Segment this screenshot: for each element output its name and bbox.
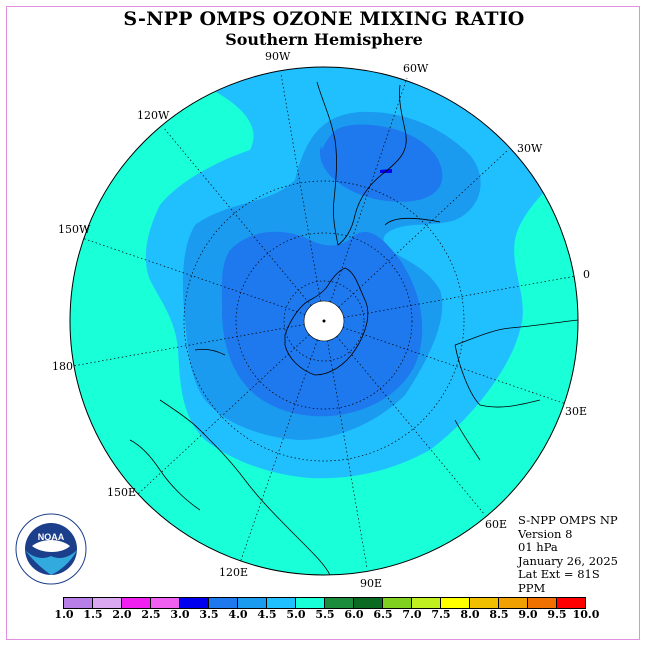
colorbar-tick-label: 7.0: [402, 608, 422, 621]
lon-label-90w: 90W: [265, 50, 291, 63]
logo-text: NOAA: [38, 532, 65, 542]
lon-label-60w: 60W: [403, 62, 429, 75]
colorbar-swatch: [412, 598, 441, 608]
lon-label-0: 0: [583, 268, 590, 281]
colorbar-swatch: [180, 598, 209, 608]
colorbar-tick-label: 4.5: [257, 608, 277, 621]
colorbar-tick-label: 8.0: [460, 608, 480, 621]
info-line-version: Version 8: [518, 526, 573, 541]
lon-label-30w: 30W: [517, 142, 543, 155]
lon-label-150w: 150W: [58, 223, 91, 236]
colorbar-swatch: [122, 598, 151, 608]
main-title: S-NPP OMPS OZONE MIXING RATIO: [123, 8, 525, 30]
lon-label-120w: 120W: [137, 109, 170, 122]
colorbar-tick-label: 1.5: [83, 608, 103, 621]
colorbar-swatch: [499, 598, 528, 608]
colorbar-tick-label: 2.5: [141, 608, 161, 621]
colorbar-tick-label: 3.0: [170, 608, 190, 621]
colorbar-swatch: [354, 598, 383, 608]
colorbar-swatch: [209, 598, 238, 608]
colorbar-swatch: [238, 598, 267, 608]
colorbar-tick-label: 7.5: [431, 608, 451, 621]
colorbar-swatch: [267, 598, 296, 608]
info-line-instrument: S-NPP OMPS NP: [518, 513, 618, 527]
colorbar-tick-label: 2.0: [112, 608, 132, 621]
coastlines: [129, 81, 579, 576]
info-line-date: January 26, 2025: [518, 553, 618, 568]
colorbar-tick-label: 6.5: [373, 608, 393, 621]
colorbar-swatch: [325, 598, 354, 608]
colorbar-swatch: [151, 598, 180, 608]
colorbar-tick-label: 5.0: [286, 608, 306, 621]
colorbar-swatch: [528, 598, 557, 608]
lon-label-150e: 150E: [107, 486, 137, 499]
subtitle: Southern Hemisphere: [225, 30, 423, 49]
lon-label-180: 180: [52, 360, 73, 373]
graticule: [72, 73, 577, 569]
colorbar-swatch: [64, 598, 93, 608]
colorbar-tick-label: 3.5: [199, 608, 219, 621]
lon-label-120e: 120E: [219, 566, 249, 579]
colorbar-swatch: [441, 598, 470, 608]
info-block: S-NPP OMPS NP Version 8 01 hPa January 2…: [518, 513, 618, 595]
colorbar-tick-label: 1.0: [54, 608, 74, 621]
map-boundary: [69, 66, 579, 576]
lon-label-30e: 30E: [565, 405, 588, 418]
colorbar-tick-label: 5.5: [315, 608, 335, 621]
lon-label-90e: 90E: [360, 577, 383, 590]
info-line-pressure: 01 hPa: [518, 540, 558, 554]
figure-frame: [6, 6, 640, 640]
colorbar-tick-label: 9.5: [547, 608, 567, 621]
colorbar-swatch: [383, 598, 412, 608]
contour-3.5-4.0-inner: [320, 112, 360, 150]
colorbar-tick-label: 8.5: [489, 608, 509, 621]
colorbar: [63, 597, 586, 609]
info-line-latext: Lat Ext = 81S: [518, 567, 600, 581]
colorbar-tick-label: 10.0: [572, 608, 600, 621]
colorbar-swatch: [470, 598, 499, 608]
colorbar-swatch: [296, 598, 325, 608]
lon-label-60e: 60E: [485, 518, 508, 531]
noaa-logo: NOAA: [15, 513, 87, 585]
colorbar-swatch: [557, 598, 585, 608]
info-line-units: PPM: [518, 580, 546, 595]
no-data-pole: [303, 300, 345, 342]
colorbar-swatch: [93, 598, 122, 608]
contour-3.0-3.5-northern: [319, 124, 443, 202]
colorbar-tick-label: 9.0: [518, 608, 538, 621]
colorbar-tick-label: 4.0: [228, 608, 248, 621]
colorbar-tick-label: 6.0: [344, 608, 364, 621]
